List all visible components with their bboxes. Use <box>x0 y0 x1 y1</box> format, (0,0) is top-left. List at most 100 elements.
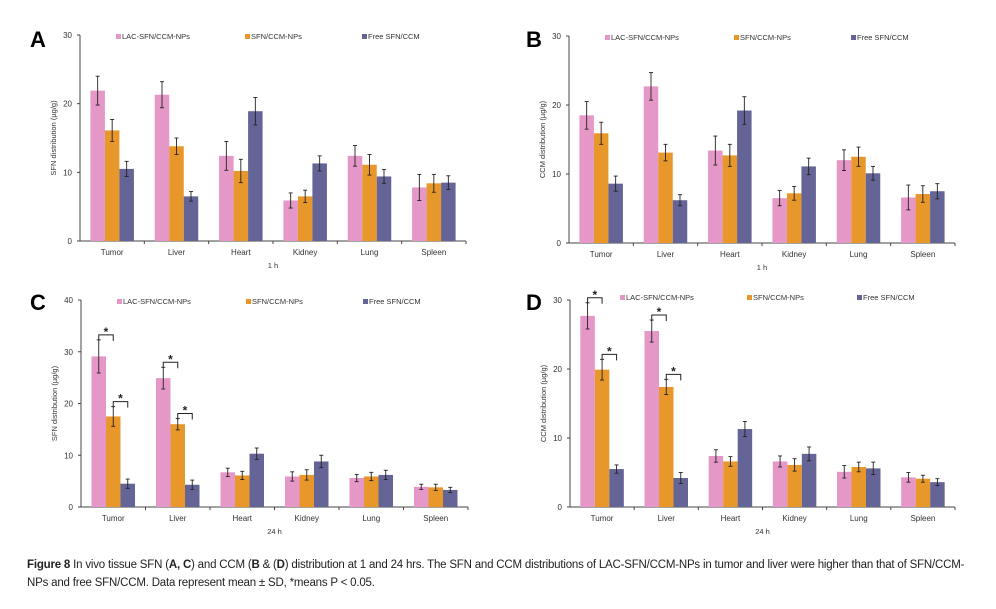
y-tick-label: 10 <box>552 170 561 179</box>
bar-free-sfn-ccm-liver <box>673 478 688 507</box>
bar-free-sfn-ccm-liver <box>185 484 200 507</box>
error-bar <box>433 483 438 491</box>
error-bar <box>792 458 797 472</box>
error-bar <box>354 473 359 483</box>
bar-free-sfn-ccm-heart <box>737 110 752 244</box>
bar-free-sfn-ccm-tumor <box>119 168 134 241</box>
bar-free-sfn-ccm-tumor <box>120 483 135 507</box>
bracket-line <box>587 297 603 304</box>
y-tick-label: 20 <box>552 101 561 110</box>
legend-item: Free SFN/CCM <box>851 33 909 42</box>
x-tick-label: Lung <box>850 250 868 259</box>
bar-lac-sfn-ccm-nps-spleen <box>901 477 916 507</box>
error-bar <box>728 456 733 467</box>
significance-star: * <box>592 288 597 302</box>
error-bar <box>856 146 861 167</box>
error-bar <box>353 145 357 167</box>
x-tick-label: Heart <box>720 250 740 259</box>
y-tick-label: 30 <box>64 348 73 357</box>
error-bar <box>254 447 259 460</box>
y-tick-label: 0 <box>68 237 73 246</box>
error-bar <box>240 470 245 481</box>
bar-lac-sfn-ccm-nps-kidney <box>772 461 788 507</box>
y-tick-label: 10 <box>63 168 72 177</box>
bar-free-sfn-ccm-lung <box>378 474 393 507</box>
error-bar <box>160 81 164 109</box>
bar-sfn-ccm-nps-tumor <box>593 133 609 243</box>
bar-sfn-ccm-nps-tumor <box>104 130 120 241</box>
bar-free-sfn-ccm-heart <box>249 453 264 507</box>
x-tick-label: Heart <box>721 514 741 523</box>
y-axis-label: CCM distribution (µg/g) <box>538 100 547 178</box>
bar-free-sfn-ccm-heart <box>737 429 753 507</box>
y-tick-label: 20 <box>64 400 73 409</box>
significance-bracket <box>177 413 193 420</box>
bar-sfn-ccm-nps-liver <box>169 146 184 241</box>
bar-lac-sfn-ccm-nps-heart <box>219 155 234 241</box>
legend-swatch <box>116 34 121 39</box>
error-bar <box>920 185 925 203</box>
legend-label: Free SFN/CCM <box>368 32 420 41</box>
error-bar <box>777 190 782 207</box>
error-bar <box>678 472 683 484</box>
error-bar <box>124 160 129 177</box>
significance-star: * <box>168 352 173 366</box>
bar-sfn-ccm-nps-liver <box>659 386 674 507</box>
legend-swatch <box>363 299 368 304</box>
significance-star: * <box>657 305 662 319</box>
error-bar <box>906 472 911 483</box>
y-tick-label: 10 <box>64 451 73 460</box>
error-bar <box>742 96 747 125</box>
x-tick-label: Liver <box>657 250 675 259</box>
error-bar <box>319 454 324 469</box>
y-tick-label: 40 <box>64 296 73 305</box>
error-bar <box>842 465 847 479</box>
error-bar <box>742 420 747 438</box>
x-tick-label: Lung <box>362 514 380 523</box>
bar-free-sfn-ccm-tumor <box>608 183 623 243</box>
caption-text: In vivo tissue SFN ( <box>70 559 169 571</box>
legend-item: Free SFN/CCM <box>362 32 420 41</box>
bar-free-sfn-ccm-lung <box>865 173 881 243</box>
legend-swatch <box>851 35 856 40</box>
bar-sfn-ccm-nps-tumor <box>594 369 610 507</box>
bar-lac-sfn-ccm-nps-liver <box>643 86 659 244</box>
error-bar <box>599 121 604 145</box>
legend-label: LAC-SFN/CCM-NPs <box>626 293 694 302</box>
bar-sfn-ccm-nps-lung <box>362 164 377 241</box>
x-tick-label: Spleen <box>910 514 935 523</box>
error-bar <box>842 149 846 172</box>
significance-star: * <box>104 325 109 339</box>
bar-sfn-ccm-nps-kidney <box>787 464 802 507</box>
caption-text: ) and CCM ( <box>191 559 252 571</box>
bar-sfn-ccm-nps-liver <box>170 424 185 507</box>
error-bar <box>713 135 718 166</box>
bar-sfn-ccm-nps-spleen <box>426 183 442 241</box>
legend-label: LAC-SFN/CCM-NPs <box>611 33 679 42</box>
bar-lac-sfn-ccm-nps-spleen <box>414 486 429 507</box>
legend-label: Free SFN/CCM <box>863 293 915 302</box>
x-tick-label: Liver <box>658 514 676 523</box>
bar-lac-sfn-ccm-nps-lung <box>347 155 363 241</box>
significance-bracket <box>98 334 114 341</box>
x-tick-label: Heart <box>231 248 251 257</box>
bar-lac-sfn-ccm-nps-lung <box>837 471 852 507</box>
y-axis-label: CCM distribution (µg/g) <box>539 364 548 442</box>
bar-lac-sfn-ccm-nps-heart <box>708 455 724 507</box>
x-tick-label: Spleen <box>423 514 448 523</box>
x-tick-label: Spleen <box>421 248 446 257</box>
chart-panel-a: A 0 10 20 30 SFN distribution (µg/g) Tumor Live… <box>30 27 467 270</box>
caption-bold: A, C <box>168 559 192 571</box>
error-bar <box>935 478 940 487</box>
y-tick-label: 30 <box>553 296 562 305</box>
y-tick-label: 30 <box>552 32 561 41</box>
bar-free-sfn-ccm-liver <box>183 196 199 241</box>
bar-sfn-ccm-nps-kidney <box>299 474 314 507</box>
bar-lac-sfn-ccm-nps-liver <box>156 378 171 507</box>
x-axis-label: 1 h <box>757 263 767 272</box>
error-bar <box>663 143 668 162</box>
error-bar <box>431 173 436 193</box>
error-bar <box>806 157 811 176</box>
legend-label: SFN/CCM-NPs <box>251 32 302 41</box>
bar-lac-sfn-ccm-nps-tumor <box>90 90 105 242</box>
